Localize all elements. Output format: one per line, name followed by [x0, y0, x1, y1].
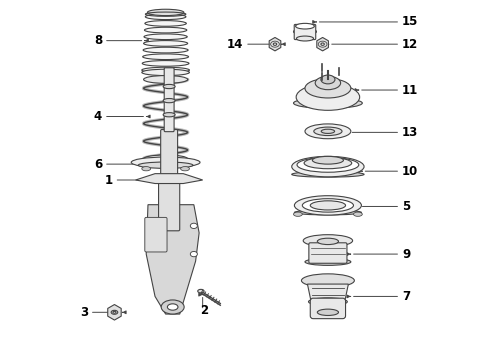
Ellipse shape: [301, 274, 354, 287]
FancyBboxPatch shape: [164, 68, 174, 132]
Ellipse shape: [143, 47, 188, 53]
Polygon shape: [269, 37, 281, 51]
Ellipse shape: [353, 212, 362, 216]
Text: 12: 12: [402, 38, 418, 51]
Text: 14: 14: [227, 38, 243, 51]
Ellipse shape: [145, 21, 186, 26]
Ellipse shape: [292, 156, 364, 177]
Text: 8: 8: [94, 34, 102, 47]
Ellipse shape: [113, 311, 116, 313]
FancyBboxPatch shape: [310, 298, 345, 319]
Ellipse shape: [131, 157, 200, 168]
FancyBboxPatch shape: [294, 24, 316, 40]
Ellipse shape: [138, 162, 193, 168]
Ellipse shape: [190, 251, 197, 257]
Ellipse shape: [168, 304, 178, 310]
Ellipse shape: [305, 258, 351, 265]
Ellipse shape: [321, 75, 335, 84]
Text: 9: 9: [402, 248, 410, 261]
Polygon shape: [146, 205, 199, 314]
Ellipse shape: [181, 167, 190, 171]
Ellipse shape: [296, 36, 314, 41]
Ellipse shape: [310, 201, 345, 210]
Ellipse shape: [163, 113, 175, 117]
Ellipse shape: [161, 300, 184, 314]
FancyBboxPatch shape: [161, 130, 177, 181]
Ellipse shape: [296, 84, 360, 110]
Ellipse shape: [297, 157, 359, 172]
Ellipse shape: [321, 129, 335, 134]
Ellipse shape: [314, 127, 342, 136]
Ellipse shape: [305, 78, 351, 98]
Text: 2: 2: [200, 304, 208, 317]
Ellipse shape: [111, 310, 118, 314]
Ellipse shape: [318, 309, 339, 315]
Ellipse shape: [295, 23, 315, 29]
Ellipse shape: [302, 199, 353, 212]
FancyBboxPatch shape: [309, 243, 347, 263]
Ellipse shape: [145, 27, 187, 33]
Ellipse shape: [294, 98, 362, 108]
Ellipse shape: [292, 171, 364, 177]
Ellipse shape: [273, 43, 277, 45]
Ellipse shape: [198, 289, 204, 293]
Ellipse shape: [309, 298, 347, 306]
Ellipse shape: [144, 34, 187, 40]
Ellipse shape: [144, 41, 188, 46]
Ellipse shape: [146, 14, 186, 19]
Polygon shape: [307, 284, 348, 301]
Text: 5: 5: [402, 200, 410, 213]
Ellipse shape: [294, 210, 362, 215]
Ellipse shape: [163, 84, 175, 89]
Ellipse shape: [318, 238, 339, 244]
Text: 13: 13: [402, 126, 418, 139]
Ellipse shape: [144, 155, 188, 163]
Text: 1: 1: [104, 174, 113, 186]
Text: 3: 3: [80, 306, 88, 319]
Ellipse shape: [142, 67, 190, 73]
Ellipse shape: [143, 54, 189, 59]
Ellipse shape: [147, 9, 184, 15]
Ellipse shape: [321, 43, 324, 45]
Ellipse shape: [294, 28, 317, 35]
FancyBboxPatch shape: [159, 179, 180, 231]
Text: 15: 15: [402, 15, 418, 28]
FancyBboxPatch shape: [145, 217, 167, 252]
Text: 4: 4: [94, 110, 102, 123]
Ellipse shape: [190, 223, 197, 229]
Ellipse shape: [304, 157, 352, 169]
Ellipse shape: [315, 76, 341, 90]
Ellipse shape: [294, 196, 362, 215]
Text: 11: 11: [402, 84, 418, 96]
Polygon shape: [317, 37, 328, 51]
Polygon shape: [136, 174, 203, 184]
Text: 7: 7: [402, 290, 410, 303]
Ellipse shape: [313, 156, 343, 164]
Ellipse shape: [163, 99, 175, 103]
Ellipse shape: [142, 69, 190, 76]
Polygon shape: [108, 305, 121, 320]
Ellipse shape: [294, 212, 302, 216]
Ellipse shape: [144, 76, 188, 83]
Ellipse shape: [305, 124, 351, 139]
Ellipse shape: [142, 60, 189, 66]
Ellipse shape: [303, 235, 353, 247]
Text: 6: 6: [94, 158, 102, 171]
Ellipse shape: [142, 167, 150, 171]
Text: 10: 10: [402, 165, 418, 178]
